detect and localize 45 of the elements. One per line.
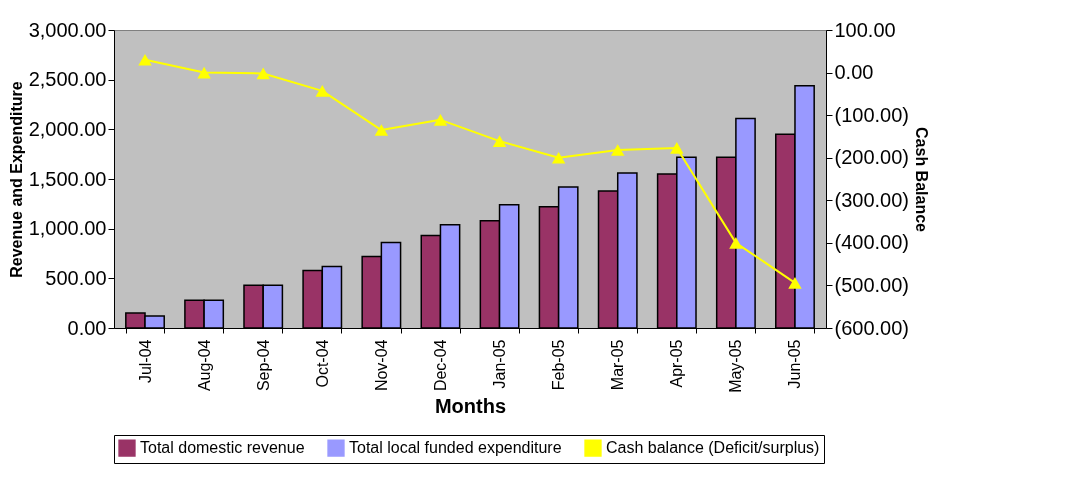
y-tick-label: 3,000.00 xyxy=(28,18,107,41)
point xyxy=(374,124,389,136)
y2-tick-label: (600.00) xyxy=(834,316,909,339)
point xyxy=(729,237,743,249)
y-tick-label: 2,500.00 xyxy=(28,68,107,91)
y2-tick-label: (100.00) xyxy=(834,103,909,126)
x-tick-label: Jan-05 xyxy=(491,339,509,389)
x-tick-label: Jul-04 xyxy=(136,339,154,384)
y-tick-label: 0.00 xyxy=(67,316,107,339)
point xyxy=(256,67,270,80)
legend-label: Total domestic revenue xyxy=(140,439,305,457)
point xyxy=(788,277,802,289)
x-tick-label: Oct-04 xyxy=(313,339,331,388)
point xyxy=(551,151,566,164)
x-tick-label: Jun-05 xyxy=(786,339,804,389)
y2-tick-label: (300.00) xyxy=(834,188,909,211)
y-tick-label: 1,000.00 xyxy=(28,217,107,240)
x-tick-label: Mar-05 xyxy=(609,339,627,391)
point xyxy=(197,66,211,79)
point xyxy=(138,53,152,66)
legend-label: Cash balance (Deficit/surplus) xyxy=(606,439,820,457)
x-tick-label: May-05 xyxy=(727,339,745,393)
y-tick-label: 2,000.00 xyxy=(28,117,107,140)
point xyxy=(315,85,329,97)
point xyxy=(492,135,507,147)
y2-tick-label: 100.00 xyxy=(834,18,896,41)
x-axis-title: Months xyxy=(434,394,507,417)
y2-axis-title: Cash Balance xyxy=(912,127,930,233)
point xyxy=(433,114,448,126)
legend-label: Total local funded expenditure xyxy=(349,439,562,457)
point xyxy=(670,142,684,154)
x-tick-label: Dec-04 xyxy=(431,339,449,392)
y2-tick-label: (200.00) xyxy=(834,146,909,169)
y2-tick-label: 0.00 xyxy=(834,61,874,84)
point xyxy=(611,144,625,156)
y-axis-title: Revenue and Expenditure xyxy=(7,81,25,278)
x-tick-label: Feb-05 xyxy=(550,339,568,391)
y-tick-label: 500.00 xyxy=(45,266,107,289)
y2-tick-label: (500.00) xyxy=(834,273,909,296)
y2-tick-label: (400.00) xyxy=(834,231,909,254)
x-tick-label: Sep-04 xyxy=(254,339,272,392)
y-tick-label: 1,500.00 xyxy=(28,167,107,190)
x-tick-label: Nov-04 xyxy=(372,339,390,392)
x-tick-label: Apr-05 xyxy=(668,339,686,388)
x-tick-label: Aug-04 xyxy=(195,339,213,392)
